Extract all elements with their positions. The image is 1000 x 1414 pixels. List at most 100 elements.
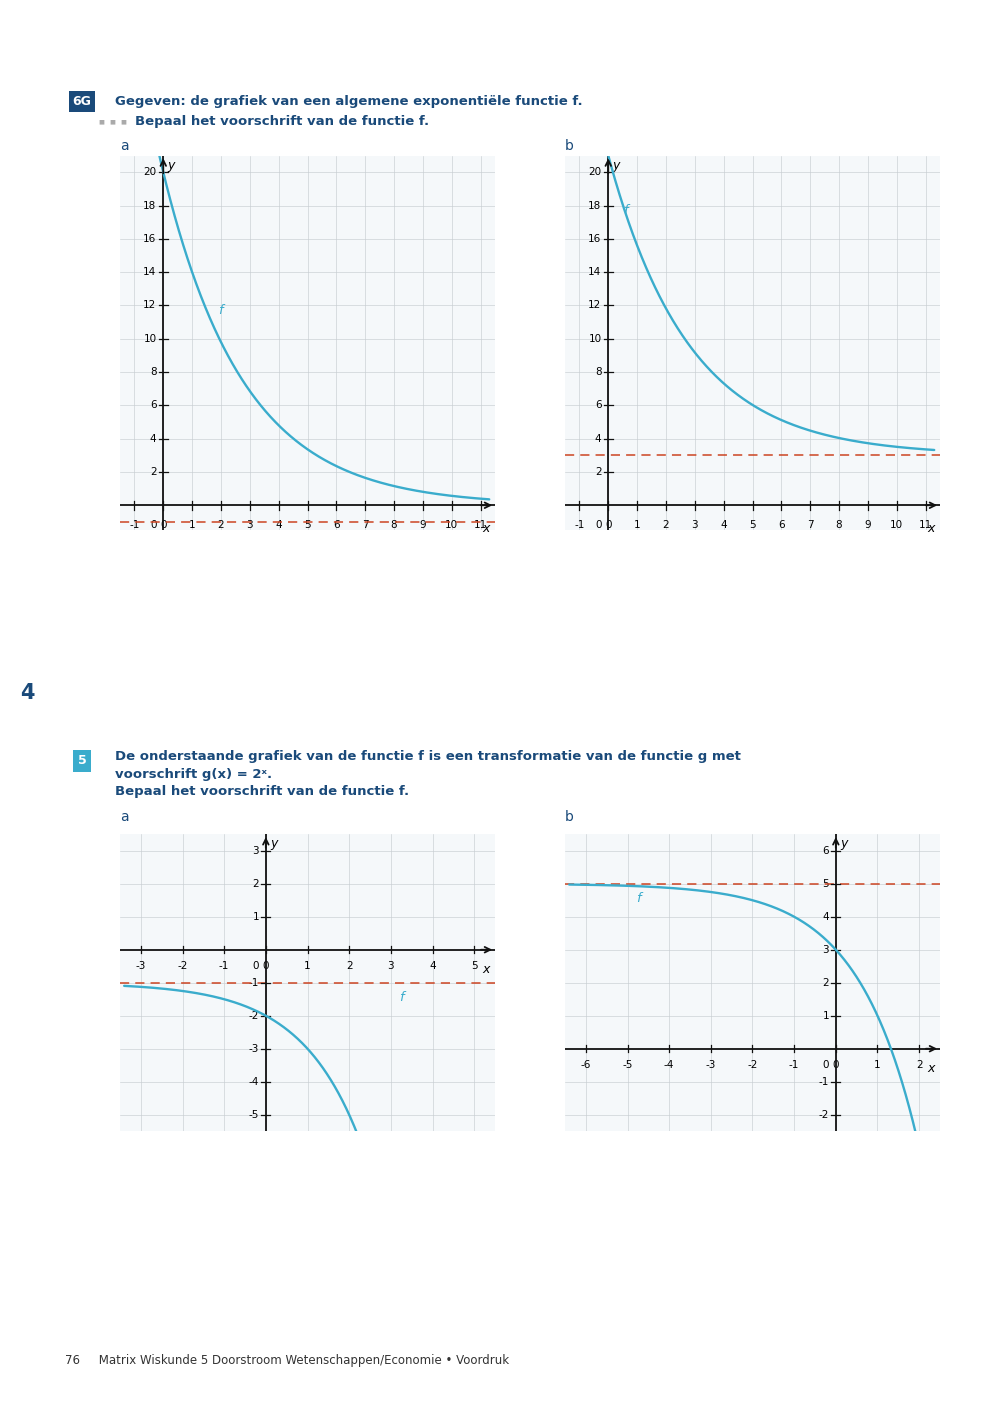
Text: 4: 4 bbox=[150, 434, 157, 444]
Text: -5: -5 bbox=[249, 1110, 259, 1120]
Text: -2: -2 bbox=[819, 1110, 829, 1120]
Text: 16: 16 bbox=[143, 233, 157, 243]
Text: -1: -1 bbox=[219, 962, 229, 971]
Text: De onderstaande grafiek van de functie f is een transformatie van de functie g m: De onderstaande grafiek van de functie f… bbox=[115, 749, 741, 764]
Text: 9: 9 bbox=[420, 519, 426, 529]
Text: -2: -2 bbox=[747, 1060, 758, 1070]
Text: 14: 14 bbox=[588, 267, 602, 277]
Text: -6: -6 bbox=[581, 1060, 591, 1070]
Text: 2: 2 bbox=[595, 467, 602, 477]
Text: 8: 8 bbox=[150, 368, 157, 378]
Text: 11: 11 bbox=[474, 519, 487, 529]
Text: 20: 20 bbox=[143, 167, 157, 177]
Text: 4: 4 bbox=[720, 519, 727, 529]
Text: -1: -1 bbox=[819, 1076, 829, 1087]
Text: 0: 0 bbox=[253, 962, 259, 971]
Text: 8: 8 bbox=[836, 519, 842, 529]
Text: 12: 12 bbox=[588, 300, 602, 311]
Text: f: f bbox=[399, 991, 404, 1004]
Text: 18: 18 bbox=[588, 201, 602, 211]
Text: 2: 2 bbox=[822, 977, 829, 988]
Text: 0: 0 bbox=[160, 519, 167, 529]
Text: -4: -4 bbox=[664, 1060, 674, 1070]
Text: 6: 6 bbox=[778, 519, 785, 529]
Text: 4: 4 bbox=[429, 962, 436, 971]
Text: 1: 1 bbox=[822, 1011, 829, 1021]
Text: 0: 0 bbox=[605, 519, 612, 529]
Text: -3: -3 bbox=[249, 1044, 259, 1053]
Text: 2: 2 bbox=[916, 1060, 922, 1070]
Text: 3: 3 bbox=[388, 962, 394, 971]
Text: 2: 2 bbox=[663, 519, 669, 529]
Text: 0: 0 bbox=[595, 519, 602, 529]
Text: -3: -3 bbox=[706, 1060, 716, 1070]
Text: Bepaal het voorschrift van de functie f.: Bepaal het voorschrift van de functie f. bbox=[115, 785, 409, 799]
Text: 5: 5 bbox=[78, 754, 86, 768]
Text: 18: 18 bbox=[143, 201, 157, 211]
Text: 3: 3 bbox=[822, 945, 829, 954]
Text: 6: 6 bbox=[150, 400, 157, 410]
Text: 9: 9 bbox=[865, 519, 871, 529]
Text: 5: 5 bbox=[304, 519, 311, 529]
Text: -1: -1 bbox=[574, 519, 585, 529]
Text: 10: 10 bbox=[890, 519, 903, 529]
Text: y: y bbox=[168, 160, 175, 173]
Text: voorschrift g(x) = 2ˣ.: voorschrift g(x) = 2ˣ. bbox=[115, 768, 272, 782]
Text: 14: 14 bbox=[143, 267, 157, 277]
Text: 10: 10 bbox=[588, 334, 602, 344]
Text: 6G: 6G bbox=[73, 95, 91, 109]
Text: 1: 1 bbox=[304, 962, 311, 971]
Text: 2: 2 bbox=[150, 467, 157, 477]
Text: -1: -1 bbox=[789, 1060, 799, 1070]
Text: 20: 20 bbox=[588, 167, 602, 177]
Text: -4: -4 bbox=[249, 1076, 259, 1087]
Text: 6: 6 bbox=[822, 846, 829, 855]
Text: 0: 0 bbox=[263, 962, 269, 971]
Text: 0: 0 bbox=[823, 1060, 829, 1070]
Text: 4: 4 bbox=[595, 434, 602, 444]
Text: Bepaal het voorschrift van de functie f.: Bepaal het voorschrift van de functie f. bbox=[135, 115, 429, 129]
Text: 7: 7 bbox=[807, 519, 814, 529]
Text: 1: 1 bbox=[252, 912, 259, 922]
Text: 5: 5 bbox=[822, 878, 829, 889]
Text: 5: 5 bbox=[471, 962, 477, 971]
Text: 2: 2 bbox=[252, 878, 259, 889]
Text: b: b bbox=[565, 810, 574, 824]
Text: 1: 1 bbox=[634, 519, 640, 529]
Text: 4: 4 bbox=[822, 912, 829, 922]
Text: 10: 10 bbox=[143, 334, 157, 344]
Text: 12: 12 bbox=[143, 300, 157, 311]
Text: 2: 2 bbox=[346, 962, 352, 971]
Text: 3: 3 bbox=[246, 519, 253, 529]
Text: ■: ■ bbox=[98, 119, 104, 124]
Text: 10: 10 bbox=[445, 519, 458, 529]
Text: 8: 8 bbox=[391, 519, 397, 529]
Text: -1: -1 bbox=[129, 519, 140, 529]
Text: x: x bbox=[482, 963, 489, 976]
Text: -2: -2 bbox=[177, 962, 188, 971]
Text: f: f bbox=[636, 892, 640, 905]
Text: x: x bbox=[927, 522, 934, 534]
Text: 1: 1 bbox=[874, 1060, 881, 1070]
Text: -5: -5 bbox=[622, 1060, 633, 1070]
Text: 4: 4 bbox=[275, 519, 282, 529]
Text: 0: 0 bbox=[150, 519, 157, 529]
Text: 1: 1 bbox=[189, 519, 195, 529]
Text: 2: 2 bbox=[218, 519, 224, 529]
Text: x: x bbox=[482, 522, 489, 534]
Text: 5: 5 bbox=[749, 519, 756, 529]
Text: ■: ■ bbox=[120, 119, 126, 124]
Text: -1: -1 bbox=[249, 977, 259, 988]
Text: b: b bbox=[565, 139, 574, 153]
Text: a: a bbox=[120, 810, 129, 824]
Text: ■: ■ bbox=[109, 119, 115, 124]
Text: 6: 6 bbox=[595, 400, 602, 410]
Text: a: a bbox=[120, 139, 129, 153]
Text: 8: 8 bbox=[595, 368, 602, 378]
Text: 3: 3 bbox=[252, 846, 259, 855]
Text: 3: 3 bbox=[691, 519, 698, 529]
Text: -3: -3 bbox=[136, 962, 146, 971]
Text: 76     Matrix Wiskunde 5 Doorstroom Wetenschappen/Economie • Voordruk: 76 Matrix Wiskunde 5 Doorstroom Wetensch… bbox=[65, 1353, 509, 1367]
Text: 7: 7 bbox=[362, 519, 369, 529]
Text: 0: 0 bbox=[833, 1060, 839, 1070]
